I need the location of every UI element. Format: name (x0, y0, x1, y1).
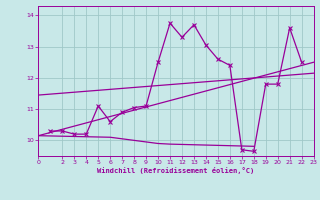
X-axis label: Windchill (Refroidissement éolien,°C): Windchill (Refroidissement éolien,°C) (97, 167, 255, 174)
